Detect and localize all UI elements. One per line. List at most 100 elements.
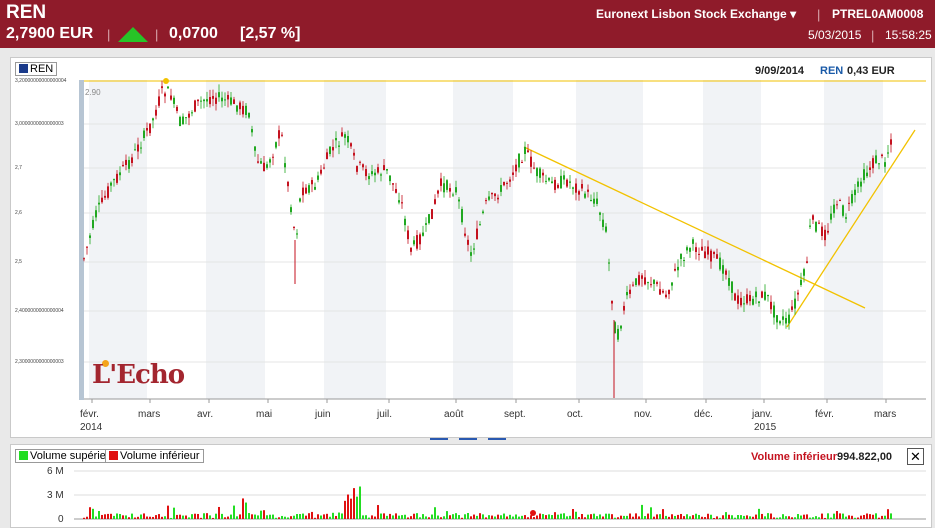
candle-body bbox=[422, 232, 424, 236]
candle-body bbox=[596, 198, 598, 204]
candle-body bbox=[131, 157, 133, 163]
volume-bar bbox=[293, 515, 295, 519]
navigator-handle[interactable] bbox=[459, 438, 477, 440]
candle-body bbox=[137, 144, 139, 152]
exchange-selector[interactable]: Euronext Lisbon Stock Exchange ▾ bbox=[596, 7, 796, 21]
candle-body bbox=[566, 179, 568, 187]
volume-bar bbox=[458, 515, 460, 519]
volume-bar bbox=[323, 514, 325, 519]
volume-legend-up[interactable]: Volume supérieur bbox=[15, 449, 120, 463]
candle-body bbox=[233, 99, 235, 104]
close-volume-button[interactable]: ✕ bbox=[907, 448, 924, 465]
candle-body bbox=[299, 198, 301, 202]
candle-body bbox=[206, 99, 208, 102]
volume-bar bbox=[509, 514, 511, 519]
volume-bar bbox=[143, 513, 145, 519]
volume-bar bbox=[179, 514, 181, 519]
candle-body bbox=[689, 248, 691, 252]
candle-body bbox=[506, 182, 508, 184]
navigator-handle[interactable] bbox=[430, 438, 448, 440]
volume-bar bbox=[605, 513, 607, 519]
candle-body bbox=[734, 293, 736, 301]
candle-body bbox=[890, 139, 892, 145]
volume-bar bbox=[677, 514, 679, 519]
candle-body bbox=[557, 184, 559, 188]
candle-body bbox=[275, 142, 277, 148]
volume-bar bbox=[599, 514, 601, 519]
candle-body bbox=[758, 301, 760, 304]
volume-bar bbox=[149, 516, 151, 519]
candle-body bbox=[269, 159, 271, 163]
candle-body bbox=[749, 295, 751, 302]
candle-body bbox=[278, 130, 280, 139]
volume-bar bbox=[308, 513, 310, 519]
x-tick-label: nov. bbox=[634, 409, 653, 420]
price-legend[interactable]: REN bbox=[15, 62, 58, 76]
candle-body bbox=[89, 235, 91, 238]
volume-bar bbox=[866, 513, 868, 519]
candle-body bbox=[188, 113, 190, 118]
y-tick-label: 3,20000000000000004 bbox=[15, 78, 67, 84]
volume-bar bbox=[158, 514, 160, 519]
x-tick-label: déc. bbox=[694, 409, 713, 420]
candle-body bbox=[371, 171, 373, 175]
volume-bar bbox=[776, 517, 778, 519]
candle-body bbox=[818, 222, 820, 224]
candle-body bbox=[704, 251, 706, 258]
volume-bar bbox=[191, 514, 193, 519]
candle-body bbox=[602, 219, 604, 227]
candle-body bbox=[845, 217, 847, 219]
candle-body bbox=[641, 275, 643, 279]
candle-body bbox=[386, 168, 388, 171]
navigator-handle[interactable] bbox=[488, 438, 506, 440]
candle-body bbox=[425, 223, 427, 225]
candle-body bbox=[623, 305, 625, 311]
volume-bar bbox=[719, 517, 721, 519]
volume-bar bbox=[749, 516, 751, 519]
volume-bar bbox=[152, 516, 154, 519]
candle-body bbox=[611, 300, 613, 304]
ticker-symbol: REN bbox=[6, 2, 47, 23]
candle-body bbox=[617, 328, 619, 340]
volume-bar bbox=[632, 516, 634, 519]
volume-bar bbox=[491, 515, 493, 519]
volume-legend-down[interactable]: Volume inférieur bbox=[105, 449, 204, 463]
candle-body bbox=[863, 169, 865, 181]
y-tick-label: 2,3000000000000003 bbox=[15, 359, 64, 365]
candle-body bbox=[887, 152, 889, 154]
volume-bar bbox=[659, 514, 661, 519]
candle-body bbox=[551, 181, 553, 184]
volume-bar bbox=[641, 504, 643, 519]
volume-info-label: Volume inférieur bbox=[751, 451, 837, 463]
x-tick-label: sept. bbox=[504, 409, 526, 420]
candle-body bbox=[512, 172, 514, 175]
candle-body bbox=[539, 168, 541, 178]
volume-bar bbox=[242, 498, 244, 519]
volume-bar bbox=[872, 514, 874, 519]
candle-body bbox=[212, 95, 214, 99]
exchange-label: Euronext Lisbon Stock Exchange bbox=[596, 7, 787, 21]
candle-body bbox=[473, 248, 475, 250]
y-tick-label: 2,7 bbox=[15, 165, 22, 171]
candle-body bbox=[524, 146, 526, 155]
candle-body bbox=[428, 214, 430, 224]
candle-body bbox=[575, 183, 577, 193]
volume-bar bbox=[413, 513, 415, 519]
volume-bar bbox=[326, 513, 328, 519]
volume-bar bbox=[524, 515, 526, 519]
candle-body bbox=[314, 186, 316, 190]
candle-body bbox=[374, 172, 376, 176]
volume-bar bbox=[608, 513, 610, 519]
volume-bar bbox=[377, 505, 379, 519]
candle-body bbox=[326, 152, 328, 160]
candle-body bbox=[620, 325, 622, 329]
y-tick-label: 2,6 bbox=[15, 210, 22, 216]
volume-bar bbox=[809, 517, 811, 519]
legend-label: REN bbox=[30, 63, 54, 75]
volume-bar bbox=[779, 517, 781, 519]
candle-body bbox=[419, 234, 421, 245]
candle-body bbox=[83, 258, 85, 260]
volume-bar bbox=[107, 513, 109, 519]
